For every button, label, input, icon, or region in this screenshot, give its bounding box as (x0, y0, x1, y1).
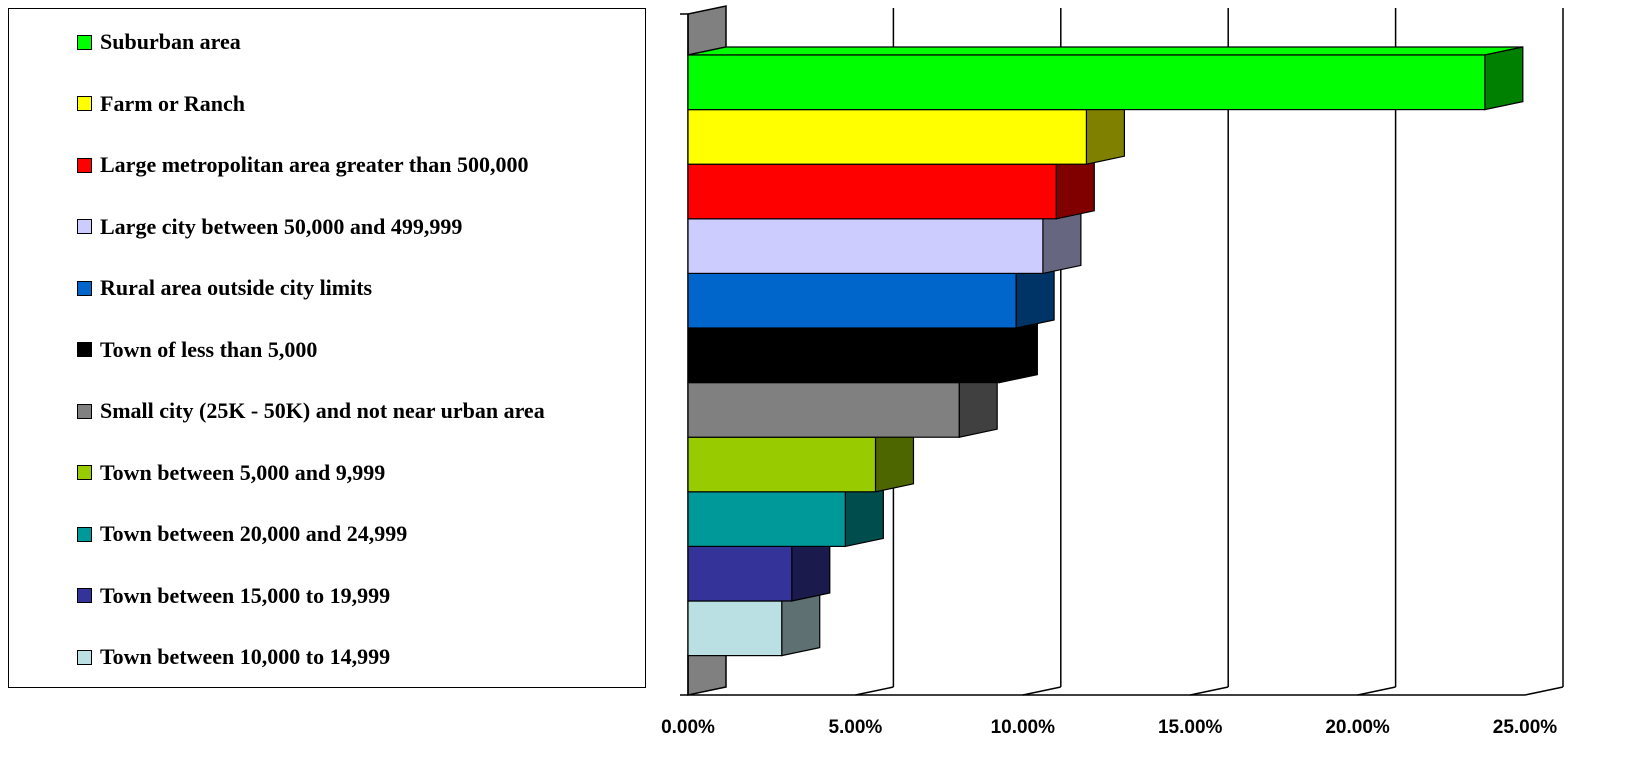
legend-label: Large metropolitan area greater than 500… (100, 152, 529, 177)
bar (687, 54, 1486, 111)
legend-label: Farm or Ranch (100, 90, 246, 116)
bar-side (1042, 210, 1082, 275)
floor-gridline (1357, 686, 1396, 696)
bar (687, 491, 846, 547)
bar-top (687, 46, 1523, 56)
bar (687, 163, 1057, 220)
floor-gridline (1524, 686, 1564, 696)
bar (687, 600, 783, 657)
legend-item: Town between 15,000 to 19,999 (77, 581, 390, 611)
legend-label: Large city between 50,000 and 499,999 (100, 213, 463, 239)
bar-side (844, 483, 884, 548)
legend-item: Farm or Ranch (77, 89, 245, 119)
legend-swatch (77, 219, 92, 234)
x-tick-label: 15.00% (1158, 717, 1223, 738)
legend-swatch (77, 280, 92, 296)
bar-side (1085, 100, 1126, 165)
legend-label: Rural area outside city limits (100, 275, 373, 300)
floor-gridline (1190, 686, 1229, 696)
legend-label: Small city (25K - 50K) and not near urba… (100, 398, 545, 423)
legend-item: Small city (25K - 50K) and not near urba… (77, 396, 545, 426)
legend-item: Town between 10,000 to 14,999 (77, 642, 390, 672)
chart-legend: Suburban area Farm or Ranch Large metropol… (8, 8, 646, 688)
legend-label: Town between 15,000 to 19,999 (100, 582, 391, 608)
legend-swatch (77, 588, 92, 603)
legend-swatch (77, 342, 92, 357)
bar (687, 108, 1088, 165)
legend-swatch (77, 649, 92, 665)
bar-side (1015, 264, 1055, 329)
legend-swatch (77, 403, 92, 419)
bar (687, 382, 960, 438)
bar-side (1055, 155, 1095, 220)
legend-swatch (77, 465, 92, 480)
bar-side (958, 373, 998, 438)
bar-side (781, 592, 821, 657)
x-tick-label: 10.00% (991, 717, 1056, 738)
legend-item: Large metropolitan area greater than 500… (77, 150, 529, 180)
legend-item: Suburban area (77, 27, 241, 57)
x-tick-label: 25.00% (1493, 717, 1558, 738)
legend-label: Town between 10,000 to 14,999 (100, 644, 391, 669)
floor-gridline (855, 686, 894, 696)
bar-side (791, 537, 831, 602)
legend-swatch (77, 157, 92, 173)
legend-item: Town between 20,000 and 24,999 (77, 519, 407, 549)
x-tick-label: 20.00% (1325, 717, 1390, 738)
bar (687, 545, 793, 602)
bar (687, 327, 1000, 384)
legend-label: Town of less than 5,000 (100, 336, 318, 362)
legend-item: Town of less than 5,000 (77, 335, 317, 365)
legend-swatch (77, 34, 92, 50)
bar (687, 272, 1017, 329)
floor-gridline (1022, 686, 1061, 696)
legend-item: Town between 5,000 and 9,999 (77, 458, 385, 488)
legend-label: Town between 20,000 and 24,999 (100, 521, 408, 546)
bar (687, 436, 877, 493)
legend-label: Town between 5,000 and 9,999 (100, 459, 386, 485)
legend-swatch (77, 526, 92, 542)
bar-side (1484, 46, 1524, 111)
x-tick-label: 5.00% (828, 717, 882, 738)
x-tick-label: 0.00% (661, 717, 715, 738)
legend-swatch (77, 96, 92, 111)
legend-label: Suburban area (100, 29, 241, 54)
legend-item: Large city between 50,000 and 499,999 (77, 212, 462, 242)
bar-side (874, 428, 915, 493)
legend-item: Rural area outside city limits (77, 273, 372, 303)
bar-side (998, 319, 1038, 384)
bar (687, 218, 1044, 275)
